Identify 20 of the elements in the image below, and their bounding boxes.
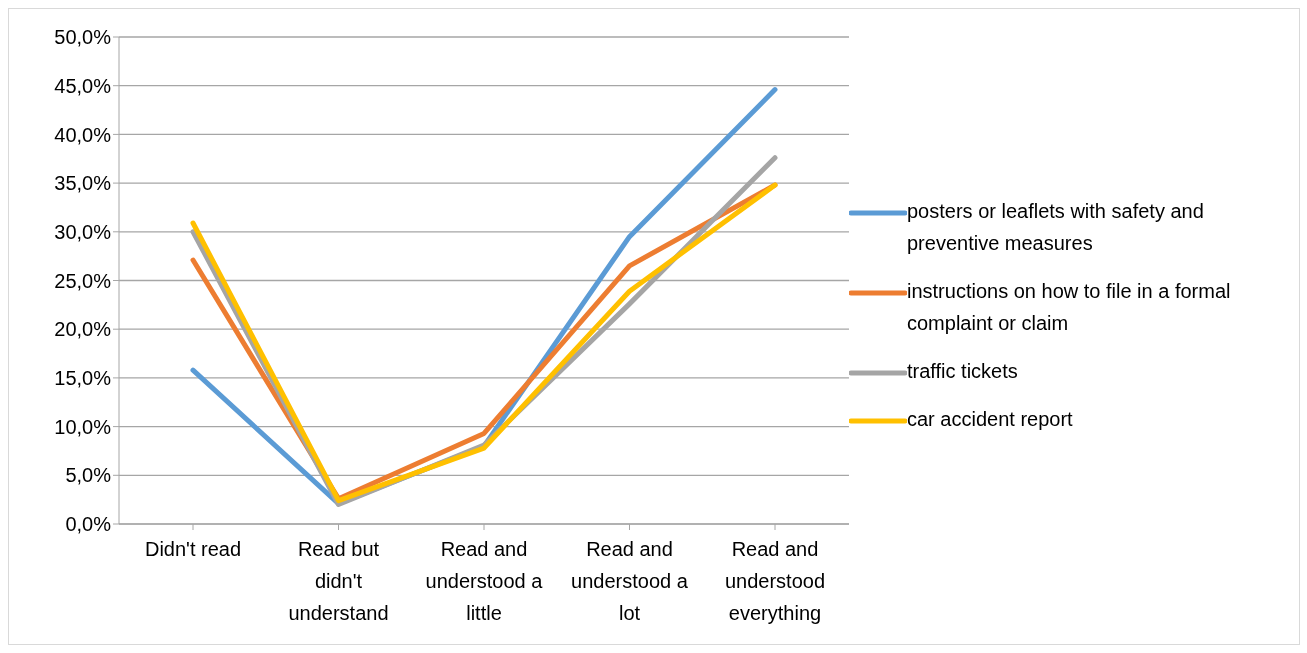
y-tick-label: 45,0% <box>54 74 112 97</box>
y-tick-label: 25,0% <box>54 269 112 292</box>
legend-label: car accident report <box>907 406 1074 432</box>
x-tick-label: Read and understood everything <box>724 538 826 624</box>
y-tick-label: 0,0% <box>65 513 112 536</box>
y-tick-label: 20,0% <box>54 318 112 341</box>
y-tick-label: 35,0% <box>54 172 112 195</box>
x-tick-label: Read and understood a little <box>425 538 544 624</box>
y-tick-label: 10,0% <box>54 415 112 438</box>
x-tick-label: Didn't read <box>144 538 242 560</box>
y-tick-label: 5,0% <box>65 464 112 487</box>
x-tick-label: Read and understood a lot <box>571 538 689 624</box>
y-tick-label: 40,0% <box>54 123 112 146</box>
legend-label: posters or leaflets with safety and preventive measures <box>907 198 1205 256</box>
y-tick-label: 30,0% <box>54 220 112 243</box>
x-tick-label: Read but didn't understand <box>288 538 389 624</box>
legend-label: traffic tickets <box>907 358 1019 384</box>
y-tick-label: 15,0% <box>54 367 112 389</box>
legend-label: instructions on how to file in a formal complaint or claim <box>907 278 1232 336</box>
y-tick-label: 50,0% <box>54 26 112 49</box>
